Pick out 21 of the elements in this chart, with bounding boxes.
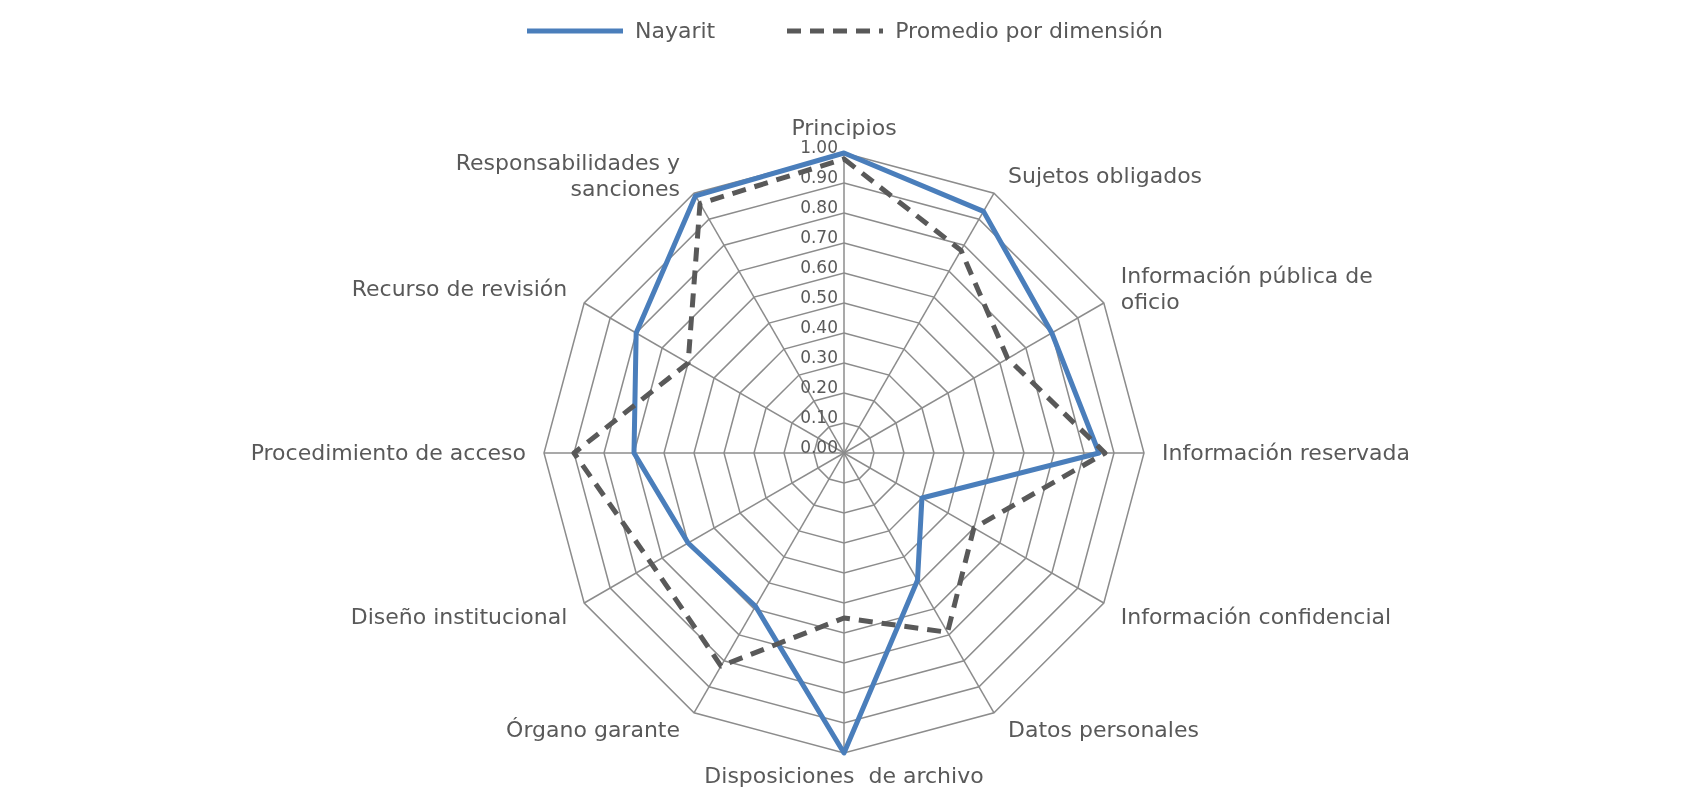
spoke-label: Información reservada [1162,440,1410,465]
spoke-label: Recurso de revisión [351,276,568,301]
legend-label: Nayarit [634,18,716,43]
spoke-label: Procedimiento de acceso [250,440,526,465]
spoke-label: Datos personales [1008,716,1199,742]
spoke-label: Sujetos obligados [1008,163,1203,189]
y-tick-label: 0.50 [800,287,838,307]
y-tick-label: 0.40 [800,317,838,337]
y-tick-label: 0.70 [800,227,838,247]
spoke-label: Información confidencial [1120,604,1392,629]
y-tick-label: 0.80 [800,197,838,217]
y-tick-label: 1.00 [800,137,838,157]
spoke-label: Disposiciones de archivo [704,763,984,788]
spoke-label: Información pública de oficio [1120,263,1373,314]
y-tick-label: 0.30 [800,347,838,367]
spoke-label: Principios [791,115,897,140]
y-tick-label: 0.60 [800,257,838,277]
spoke-label: Órgano garante [506,716,680,742]
legend-label: Promedio por dimensión [895,18,1164,43]
spoke-label: Diseño institucional [350,604,568,629]
spoke-label: Responsabilidades y sanciones [455,150,680,202]
